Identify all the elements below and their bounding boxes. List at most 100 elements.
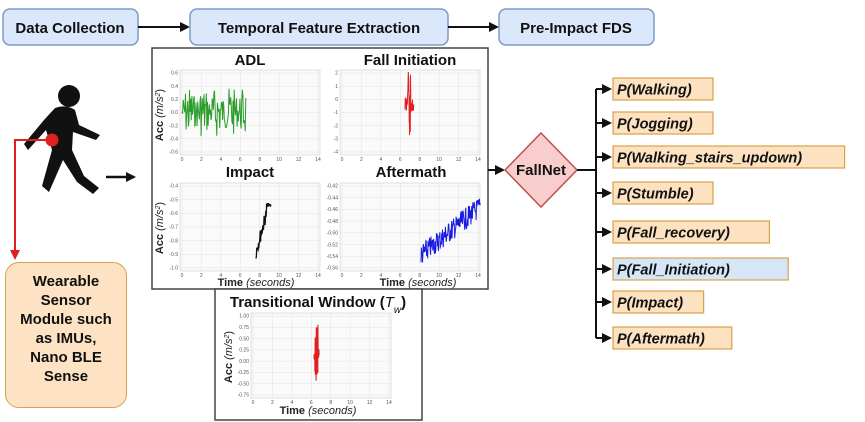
plot-title-transitional-window: Transitional Window (Tw) bbox=[230, 294, 406, 316]
x-tick-label: 12 bbox=[367, 400, 373, 406]
y-tick-label: -0.9 bbox=[169, 252, 178, 258]
x-tick-label: 0 bbox=[341, 273, 344, 279]
y-tick-label: 0.0 bbox=[171, 110, 178, 116]
x-tick-label: 6 bbox=[239, 273, 242, 279]
temporal-feature-extraction-label: Temporal Feature Extraction bbox=[218, 20, 420, 37]
y-tick-label: -0.42 bbox=[327, 184, 339, 190]
adl-ylabel: Acc (m/s2) bbox=[154, 89, 166, 141]
y-tick-label: 2 bbox=[335, 71, 338, 77]
output-label: P(Impact) bbox=[617, 296, 683, 312]
plot-impact: Impact -0.4 -0.5 -0.6 -0.7 -0.8 -0.9 -1.00 2 4 6 8… bbox=[154, 164, 321, 289]
x-tick-label: 8 bbox=[418, 157, 421, 163]
y-tick-label: 0.6 bbox=[171, 71, 178, 77]
x-tick-label: 4 bbox=[290, 400, 293, 406]
sensor-line-6: Sense bbox=[43, 368, 89, 385]
pipeline-temporal-feature-extraction: Temporal Feature Extraction bbox=[189, 8, 449, 46]
y-tick-label: -0.5 bbox=[169, 197, 178, 203]
y-tick-label: 0.25 bbox=[239, 348, 249, 354]
output-box bbox=[612, 111, 714, 135]
x-tick-label: 14 bbox=[315, 273, 321, 279]
y-tick-label: 0.00 bbox=[239, 359, 249, 365]
x-tick-label: 10 bbox=[276, 157, 282, 163]
y-tick-label: -2 bbox=[334, 123, 339, 129]
plot-title-aftermath: Aftermath bbox=[376, 164, 447, 181]
x-tick-label: 6 bbox=[310, 400, 313, 406]
output-label: P(Aftermath) bbox=[617, 332, 705, 348]
y-tick-label: -0.6 bbox=[169, 150, 178, 156]
output-item: P(Impact) bbox=[596, 290, 705, 314]
fallnet-node: FallNet bbox=[503, 131, 579, 209]
aftermath-xlabel: Time (seconds) bbox=[380, 277, 457, 289]
y-tick-label: -0.48 bbox=[327, 219, 339, 225]
pipeline-pre-impact-fds: Pre-Impact FDS bbox=[498, 8, 655, 46]
x-tick-label: 0 bbox=[181, 157, 184, 163]
output-item: P(Jogging) bbox=[596, 111, 714, 135]
y-tick-label: -0.75 bbox=[238, 393, 250, 399]
output-box bbox=[612, 326, 733, 350]
output-item: P(Walking) bbox=[596, 77, 714, 101]
plot-adl: ADL 0.60.40.20.0-0.2-0.4-0.60 2 4 6 8 10 12 14 … bbox=[154, 52, 321, 163]
x-tick-label: 8 bbox=[329, 400, 332, 406]
y-tick-label: -0.52 bbox=[327, 242, 339, 248]
x-tick-label: 2 bbox=[271, 400, 274, 406]
y-tick-label: -0.50 bbox=[238, 381, 250, 387]
y-tick-label: -0.7 bbox=[169, 225, 178, 231]
y-tick-label: -0.4 bbox=[169, 184, 178, 190]
output-label: P(Stumble) bbox=[617, 187, 694, 203]
y-tick-label: 0 bbox=[335, 97, 338, 103]
x-tick-label: 6 bbox=[239, 157, 242, 163]
aftermath-signal bbox=[420, 198, 481, 263]
x-tick-label: 0 bbox=[341, 157, 344, 163]
x-tick-label: 2 bbox=[200, 157, 203, 163]
pre-impact-fds-label: Pre-Impact FDS bbox=[520, 20, 632, 37]
x-tick-label: 2 bbox=[200, 273, 203, 279]
x-tick-label: 10 bbox=[347, 400, 353, 406]
adl-signal bbox=[181, 88, 247, 137]
sensor-line-4: as IMUs, bbox=[35, 330, 97, 347]
sensor-line-5: Nano BLE bbox=[30, 349, 102, 366]
output-label: P(Walking_stairs_updown) bbox=[617, 151, 802, 167]
x-tick-label: 12 bbox=[296, 157, 302, 163]
x-tick-label: 6 bbox=[399, 157, 402, 163]
y-tick-label: -1.0 bbox=[169, 266, 178, 272]
output-box bbox=[612, 220, 770, 244]
y-tick-label: -0.56 bbox=[327, 266, 339, 272]
y-tick-label: -0.25 bbox=[238, 370, 250, 376]
x-tick-label: 12 bbox=[456, 157, 462, 163]
sensor-line-2: Sensor bbox=[40, 292, 92, 309]
y-tick-label: -1 bbox=[334, 110, 339, 116]
x-tick-label: 0 bbox=[252, 400, 255, 406]
impact-xlabel: Time (seconds) bbox=[218, 277, 295, 289]
y-tick-label: 1.00 bbox=[239, 314, 249, 320]
impact-ylabel: Acc (m/s2) bbox=[154, 202, 166, 254]
transitional-xlabel: Time (seconds) bbox=[280, 405, 357, 417]
y-tick-label: 1 bbox=[335, 84, 338, 90]
fall-initiation-signal bbox=[404, 71, 415, 136]
x-tick-label: 4 bbox=[379, 273, 382, 279]
x-tick-label: 0 bbox=[181, 273, 184, 279]
y-tick-label: 0.2 bbox=[171, 97, 178, 103]
y-tick-label: -0.50 bbox=[327, 231, 339, 237]
y-tick-label: -0.46 bbox=[327, 207, 339, 213]
sensor-wire-arrow bbox=[10, 139, 52, 260]
output-label: P(Walking) bbox=[617, 83, 692, 99]
y-tick-label: 0.50 bbox=[239, 336, 249, 342]
output-box bbox=[612, 181, 714, 205]
output-item: P(Stumble) bbox=[596, 181, 714, 205]
output-label: P(Jogging) bbox=[617, 117, 693, 133]
plot-fall-initiation: Fall Initiation 210-1-2-3-40 2 4 6 8 10 12 14 bbox=[334, 52, 481, 163]
y-tick-label: -3 bbox=[334, 137, 339, 143]
output-list: P(Walking) P(Jogging) P(Walking_stairs_upd… bbox=[596, 77, 846, 350]
sensor-line-1: Wearable bbox=[32, 273, 100, 290]
output-label: P(Fall_recovery) bbox=[617, 226, 730, 242]
y-tick-label: -0.2 bbox=[169, 123, 178, 129]
plot-aftermath: Aftermath -0.42 -0.44 -0.46 -0.48 -0.50 -0.52… bbox=[327, 164, 481, 289]
y-tick-label: -4 bbox=[334, 150, 339, 156]
pipeline-data-collection: Data Collection bbox=[2, 8, 139, 46]
x-tick-label: 2 bbox=[360, 157, 363, 163]
plot-title-adl: ADL bbox=[235, 52, 266, 69]
x-tick-label: 8 bbox=[258, 273, 261, 279]
x-tick-label: 4 bbox=[219, 157, 222, 163]
x-tick-label: 4 bbox=[219, 273, 222, 279]
transitional-signal bbox=[313, 324, 320, 381]
